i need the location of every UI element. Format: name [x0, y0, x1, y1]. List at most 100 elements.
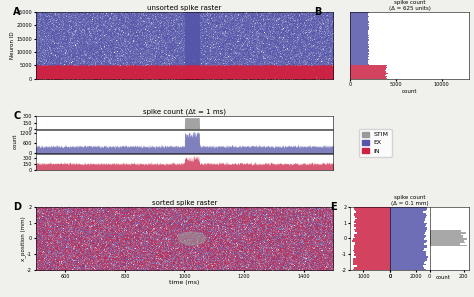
Point — [135, 71, 142, 76]
Point — [319, 74, 327, 79]
Point — [128, 232, 136, 237]
Point — [250, 74, 258, 79]
Point — [273, 35, 281, 40]
Point — [103, 26, 110, 31]
Point — [321, 249, 329, 254]
Point — [164, 222, 171, 226]
Point — [198, 266, 205, 271]
Point — [216, 248, 223, 253]
Point — [58, 47, 65, 52]
Point — [292, 252, 300, 257]
Point — [321, 213, 328, 218]
Point — [257, 54, 264, 59]
Point — [53, 55, 61, 60]
Point — [55, 72, 63, 76]
Point — [239, 45, 246, 50]
Point — [167, 36, 174, 41]
Point — [148, 230, 156, 235]
Point — [103, 265, 110, 270]
Point — [215, 13, 223, 18]
Point — [206, 41, 214, 45]
Point — [126, 217, 133, 222]
Point — [220, 259, 228, 264]
Point — [178, 67, 185, 71]
Point — [191, 46, 199, 51]
Point — [302, 208, 310, 213]
Point — [301, 238, 309, 243]
Point — [196, 66, 203, 71]
Point — [281, 238, 288, 243]
Point — [264, 48, 271, 53]
Point — [237, 12, 244, 17]
Point — [305, 222, 312, 227]
Point — [199, 75, 206, 80]
Point — [217, 209, 224, 214]
Point — [69, 219, 77, 223]
Point — [186, 215, 193, 220]
Point — [93, 231, 101, 236]
Point — [75, 44, 82, 49]
Point — [219, 74, 226, 79]
Point — [162, 29, 169, 33]
Point — [210, 57, 217, 61]
Point — [173, 207, 181, 212]
Point — [194, 247, 201, 252]
Point — [176, 54, 184, 59]
Point — [242, 239, 249, 244]
Point — [95, 42, 103, 47]
Point — [88, 69, 96, 74]
Point — [257, 253, 265, 258]
Point — [240, 252, 247, 257]
Point — [120, 18, 128, 23]
Point — [110, 64, 118, 68]
Point — [168, 49, 176, 54]
Point — [182, 26, 189, 31]
Point — [312, 66, 319, 70]
Point — [227, 71, 235, 76]
Point — [160, 71, 168, 76]
Point — [42, 13, 49, 18]
Point — [111, 257, 118, 261]
Point — [109, 208, 116, 212]
Point — [198, 22, 206, 26]
Point — [314, 67, 322, 72]
Point — [87, 64, 94, 69]
Point — [188, 231, 195, 236]
Point — [298, 76, 305, 80]
Point — [148, 32, 155, 37]
Point — [48, 69, 55, 74]
Point — [262, 214, 269, 218]
Point — [266, 264, 274, 268]
Point — [199, 50, 207, 55]
Point — [56, 226, 64, 231]
Point — [303, 14, 311, 19]
Point — [157, 57, 164, 62]
Point — [127, 243, 135, 247]
Point — [124, 47, 132, 52]
Point — [269, 26, 277, 31]
Point — [234, 238, 242, 243]
Point — [39, 75, 46, 80]
Point — [86, 239, 94, 244]
Point — [192, 38, 200, 43]
Point — [36, 53, 44, 58]
Point — [96, 20, 104, 25]
Point — [190, 28, 197, 33]
Point — [207, 225, 215, 229]
Point — [191, 235, 199, 240]
Point — [241, 259, 248, 264]
Point — [108, 211, 116, 216]
Point — [228, 250, 236, 255]
Point — [92, 241, 100, 246]
Point — [238, 217, 246, 222]
Point — [133, 62, 141, 67]
Point — [188, 59, 196, 64]
Point — [123, 236, 131, 241]
Point — [184, 46, 191, 51]
Point — [54, 228, 61, 232]
Point — [286, 60, 293, 65]
Point — [241, 260, 248, 265]
Point — [175, 20, 183, 24]
Point — [295, 52, 302, 56]
Point — [101, 258, 109, 263]
